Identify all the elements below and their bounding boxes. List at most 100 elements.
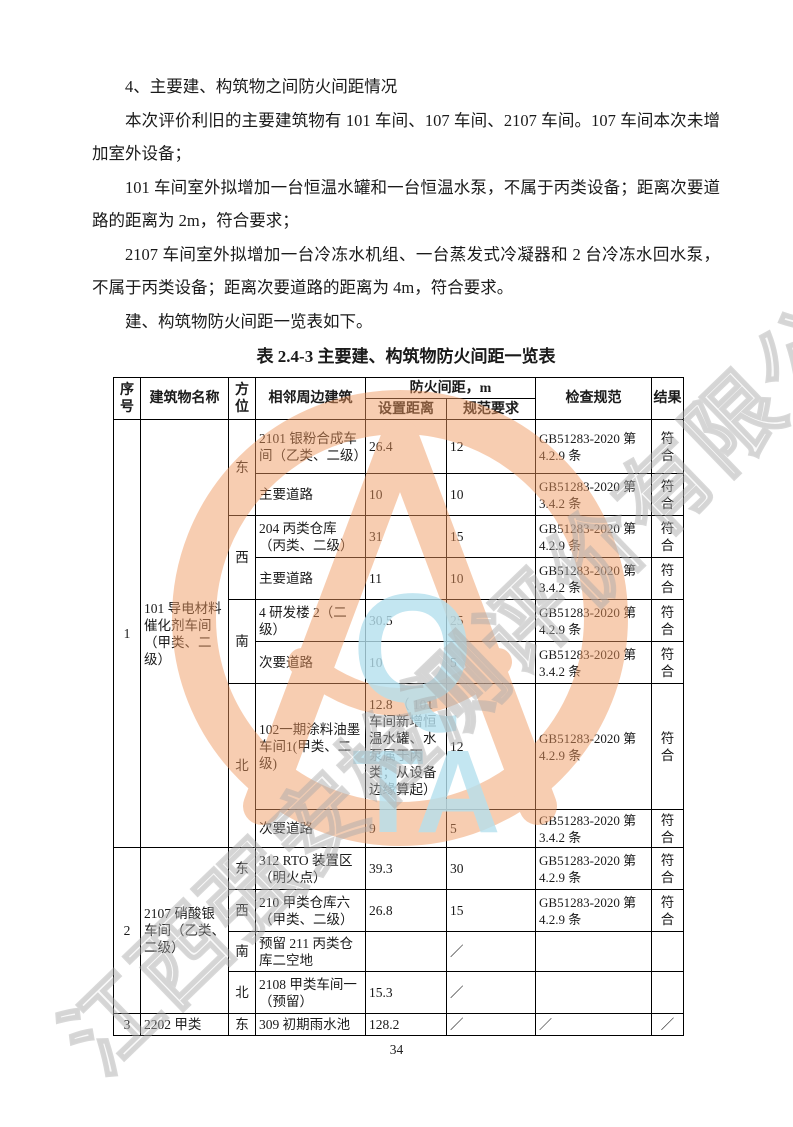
cell-adjacent: 2101 银粉合成车间（乙类、二级） xyxy=(255,419,366,474)
table-header-row-1: 序号 建筑物名称 方位 相邻周边建筑 防火间距，m 检查规范 结果 xyxy=(113,377,685,420)
cell-adjacent: 4 研发楼 2（二级） xyxy=(255,599,366,642)
header-standard: 检查规范 xyxy=(535,377,653,420)
page-number: 34 xyxy=(389,1042,404,1057)
paragraph-table-intro: 建、构筑物防火间距一览表如下。 xyxy=(125,311,373,331)
cell-result: 符合 xyxy=(651,889,685,932)
cell-required: 30 xyxy=(445,847,537,890)
cell-name-3: 2202 甲类 xyxy=(140,1013,229,1036)
table-row: 2 2107 硝酸银车间（乙类、二级） 东 312 RTO 装置区（明火点） 3… xyxy=(113,847,685,1014)
table-row: 南 4 研发楼 2（二级） 30.5 25 GB51283-2020 第 4.2… xyxy=(114,599,685,684)
cell-set-distance: 31 xyxy=(365,515,447,558)
cell-adjacent: 210 甲类仓库六（甲类、二级） xyxy=(255,889,366,932)
cell-required: 15 xyxy=(445,515,537,558)
cell-standard: GB51283-2020 第 4.2.9 条 xyxy=(535,515,653,558)
cell-direction-east: 东 xyxy=(228,1013,256,1036)
cell-name-2: 2107 硝酸银车间（乙类、二级） xyxy=(140,847,229,1014)
cell-required: 25 xyxy=(445,599,537,642)
cell-standard xyxy=(535,931,653,972)
cell-seq-1: 1 xyxy=(113,419,141,848)
cell-standard: GB51283-2020 第 4.2.9 条 xyxy=(535,683,653,810)
cell-result: 符合 xyxy=(651,683,685,810)
cell-adjacent: 309 初期雨水池 xyxy=(255,1013,366,1036)
cell-set-distance: 26.8 xyxy=(365,889,447,932)
cell-result: ／ xyxy=(651,1013,685,1036)
cell-set-distance: 128.2 xyxy=(365,1013,447,1036)
cell-adjacent: 312 RTO 装置区（明火点） xyxy=(255,847,366,890)
cell-adjacent: 次要道路 xyxy=(255,809,366,848)
cell-standard: ／ xyxy=(535,1013,653,1036)
cell-set-distance xyxy=(365,931,447,972)
table-row: 主要道路 10 10 GB51283-2020 第 3.4.2 条 符合 xyxy=(114,473,685,516)
header-building-name: 建筑物名称 xyxy=(140,377,229,420)
cell-standard: GB51283-2020 第 3.4.2 条 xyxy=(535,557,653,600)
table-row: 西 204 丙类仓库（丙类、二级） 31 15 GB51283-2020 第 4… xyxy=(114,515,685,600)
cell-result: 符合 xyxy=(651,557,685,600)
section-heading: 4、主要建、构筑物之间防火间距情况 xyxy=(125,77,398,96)
cell-adjacent: 204 丙类仓库（丙类、二级） xyxy=(255,515,366,558)
cell-result: 符合 xyxy=(651,641,685,684)
table-row: 3 2202 甲类 东 309 初期雨水池 128.2 ／ ／ ／ xyxy=(113,1013,685,1036)
cell-set-distance: 15.3 xyxy=(365,971,447,1014)
cell-result: 符合 xyxy=(651,515,685,558)
cell-set-distance: 10 xyxy=(365,473,447,516)
paragraph-buildings: 本次评价利旧的主要建筑物有 101 车间、107 车间、2107 车间。107 … xyxy=(92,110,720,164)
cell-required: 10 xyxy=(445,473,537,516)
cell-set-distance: 39.3 xyxy=(365,847,447,890)
cell-standard: GB51283-2020 第 4.2.9 条 xyxy=(535,889,653,932)
table-title: 表 2.4-3 主要建、构筑物防火间距一览表 xyxy=(256,347,556,366)
cell-required: 5 xyxy=(445,809,537,848)
header-direction: 方位 xyxy=(228,377,256,420)
cell-standard: GB51283-2020 第 3.4.2 条 xyxy=(535,473,653,516)
cell-standard xyxy=(535,971,653,1014)
cell-required: ／ xyxy=(445,931,537,972)
cell-direction-east: 东 xyxy=(228,419,256,516)
cell-direction-south: 南 xyxy=(228,931,256,972)
table-row: 北 2108 甲类车间一（预留） 15.3 ／ xyxy=(114,971,685,1014)
body-text-block: 4、主要建、构筑物之间防火间距情况 本次评价利旧的主要建筑物有 101 车间、1… xyxy=(92,70,720,377)
header-adjacent: 相邻周边建筑 xyxy=(255,377,366,420)
cell-required: 5 xyxy=(445,641,537,684)
header-required: 规范要求 xyxy=(445,398,537,420)
cell-required: ／ xyxy=(445,1013,537,1036)
paragraph-2107: 2107 车间室外拟增加一台冷冻水机组、一台蒸发式冷凝器和 2 台冷冻水回水泵，… xyxy=(92,244,720,298)
cell-required: 10 xyxy=(445,557,537,600)
cell-set-distance: 26.4 xyxy=(365,419,447,474)
cell-direction-west: 西 xyxy=(228,515,256,600)
cell-adjacent: 预留 211 丙类仓库二空地 xyxy=(255,931,366,972)
cell-direction-south: 南 xyxy=(228,599,256,684)
cell-result: 符合 xyxy=(651,419,685,474)
cell-set-distance: 11 xyxy=(365,557,447,600)
cell-direction-west: 西 xyxy=(228,889,256,932)
cell-result: 符合 xyxy=(651,599,685,642)
cell-required: ／ xyxy=(445,971,537,1014)
cell-adjacent: 102一期涂料油墨车间1(甲类、二级) xyxy=(255,683,366,810)
cell-set-distance: 30.5 xyxy=(365,599,447,642)
cell-set-distance: 9 xyxy=(365,809,447,848)
cell-adjacent: 主要道路 xyxy=(255,473,366,516)
cell-direction-north: 北 xyxy=(228,683,256,848)
cell-adjacent: 次要道路 xyxy=(255,641,366,684)
table-row: 西 210 甲类仓库六（甲类、二级） 26.8 15 GB51283-2020 … xyxy=(114,889,685,932)
fire-separation-table: 序号 建筑物名称 方位 相邻周边建筑 防火间距，m 检查规范 结果 设置距离 规… xyxy=(113,377,685,1036)
cell-direction-north: 北 xyxy=(228,971,256,1014)
cell-required: 15 xyxy=(445,889,537,932)
cell-result: 符合 xyxy=(651,473,685,516)
header-set-distance: 设置距离 xyxy=(365,398,447,420)
cell-result xyxy=(651,931,685,972)
cell-seq-2: 2 xyxy=(113,847,141,1014)
cell-standard: GB51283-2020 第 4.2.9 条 xyxy=(535,419,653,474)
cell-adjacent: 2108 甲类车间一（预留） xyxy=(255,971,366,1014)
cell-standard: GB51283-2020 第 4.2.9 条 xyxy=(535,847,653,890)
cell-result: 符合 xyxy=(651,847,685,890)
cell-result: 符合 xyxy=(651,809,685,848)
cell-adjacent: 主要道路 xyxy=(255,557,366,600)
header-result: 结果 xyxy=(651,377,685,420)
cell-required: 12 xyxy=(445,683,537,810)
cell-result xyxy=(651,971,685,1014)
paragraph-101: 101 车间室外拟增加一台恒温水罐和一台恒温水泵，不属于丙类设备；距离次要道路的… xyxy=(92,177,720,231)
table-row: 1 101 导电材料催化剂车间（甲类、二级） 东 2101 银粉合成车间（乙类、… xyxy=(113,419,685,848)
header-seq: 序号 xyxy=(113,377,141,420)
cell-set-distance: 12.8 （ 101 车间新增恒温水罐、水泵属于丙类；从设备边缘算起） xyxy=(365,683,447,810)
